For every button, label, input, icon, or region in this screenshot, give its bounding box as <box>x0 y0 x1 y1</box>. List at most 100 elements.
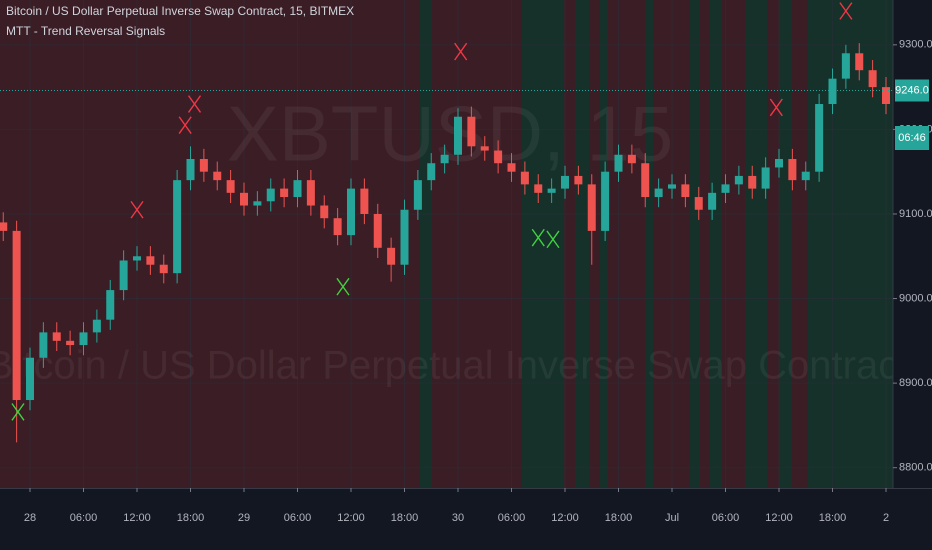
candle-body <box>574 175 583 185</box>
candle-body <box>387 247 396 265</box>
x-tick-label: 2 <box>883 512 889 524</box>
candle-body <box>627 154 636 164</box>
candle-body <box>815 104 824 172</box>
candle-body <box>614 154 623 172</box>
candle-body <box>868 70 877 88</box>
candle-body <box>199 159 208 172</box>
trend-zones <box>0 0 893 488</box>
candle-body <box>173 180 182 274</box>
candle-body <box>788 159 797 181</box>
y-tick-label: 9000.0 <box>899 292 932 304</box>
candle-body <box>561 175 569 189</box>
candle-body <box>146 256 155 265</box>
x-tick-label: 29 <box>238 512 250 524</box>
x-tick-label: 06:00 <box>712 512 740 524</box>
candle-body <box>480 146 489 151</box>
candle-body <box>226 180 235 193</box>
bull-zone <box>710 0 722 488</box>
y-tick-label: 8800.0 <box>899 462 932 474</box>
candle-body <box>213 171 222 181</box>
x-tick-label: 12:00 <box>337 512 365 524</box>
plot <box>0 2 893 443</box>
candle-body <box>413 180 422 210</box>
candle-body <box>748 175 757 189</box>
y-tick-label: 9300.0 <box>899 39 932 51</box>
signal-marker <box>11 403 25 421</box>
candle-body <box>721 184 730 193</box>
x-tick-label: 06:00 <box>498 512 526 524</box>
candle-body <box>159 264 168 274</box>
indicator-name: MTT - Trend Reversal Signals <box>6 24 165 38</box>
candle-body <box>52 332 61 341</box>
bull-zone <box>690 0 700 488</box>
x-tick-label: 30 <box>452 512 464 524</box>
signal-marker <box>178 116 192 134</box>
candle-body <box>882 87 890 105</box>
candle-body <box>734 175 743 185</box>
candle-body <box>373 213 382 248</box>
candle-body <box>240 192 248 206</box>
price-label-box <box>895 79 929 102</box>
x-tick-label: 18:00 <box>177 512 205 524</box>
candle-body <box>26 357 34 401</box>
candle-body <box>119 260 128 291</box>
x-tick-label: 18:00 <box>605 512 633 524</box>
signal-marker <box>839 2 853 20</box>
bull-zone <box>780 0 792 488</box>
candle-body <box>547 188 556 193</box>
candle-body <box>775 159 783 168</box>
candle-body <box>360 188 369 214</box>
x-tick-label: 12:00 <box>123 512 151 524</box>
candle-body <box>708 192 717 210</box>
candle-body <box>454 116 462 155</box>
candle-body <box>280 188 289 198</box>
candle-body <box>66 340 75 346</box>
candle-body <box>801 171 810 181</box>
candle-body <box>253 201 262 206</box>
candle-body <box>39 332 48 358</box>
x-tick-label: 12:00 <box>551 512 579 524</box>
x-tick-label: 12:00 <box>765 512 793 524</box>
x-tick-label: 06:00 <box>70 512 98 524</box>
candle-body <box>0 222 8 231</box>
bull-zone <box>600 0 608 488</box>
candle-body <box>320 205 329 219</box>
signal-marker <box>769 98 783 117</box>
candle-body <box>855 53 864 71</box>
candle-body <box>306 180 315 206</box>
chart-title: Bitcoin / US Dollar Perpetual Inverse Sw… <box>6 4 354 18</box>
x-tick-label: Jul <box>665 512 679 524</box>
bull-zone <box>575 0 589 488</box>
x-tick-label: 28 <box>24 512 36 524</box>
countdown-box <box>895 126 929 150</box>
signal-marker <box>336 277 350 296</box>
candle-body <box>333 218 342 236</box>
grid <box>0 0 893 488</box>
candle-body <box>828 78 837 105</box>
candle-body <box>654 188 663 198</box>
candle-body <box>841 53 850 79</box>
candle-body <box>534 184 543 193</box>
bull-zone <box>745 0 767 488</box>
candle-body <box>400 209 409 265</box>
signal-marker <box>531 228 545 247</box>
candle-body <box>494 150 503 164</box>
x-tick-label: 06:00 <box>284 512 312 524</box>
bear-zone <box>0 0 893 488</box>
candle-body <box>266 188 275 202</box>
candle-body <box>587 184 596 231</box>
signal-marker <box>454 42 468 61</box>
y-tick-label: 9100.0 <box>899 208 932 220</box>
candle-body <box>440 154 449 164</box>
candle-body <box>186 159 195 181</box>
watermark: Bitcoin / US Dollar Perpetual Inverse Sw… <box>0 344 909 388</box>
candle-body <box>761 167 770 189</box>
candle-body <box>106 290 115 320</box>
y-tick-label: 8900.0 <box>899 377 932 389</box>
candle-body <box>507 163 516 172</box>
candle-body <box>133 256 141 261</box>
candle-body <box>427 163 436 181</box>
bull-zone <box>808 0 893 488</box>
signal-marker <box>187 95 202 113</box>
